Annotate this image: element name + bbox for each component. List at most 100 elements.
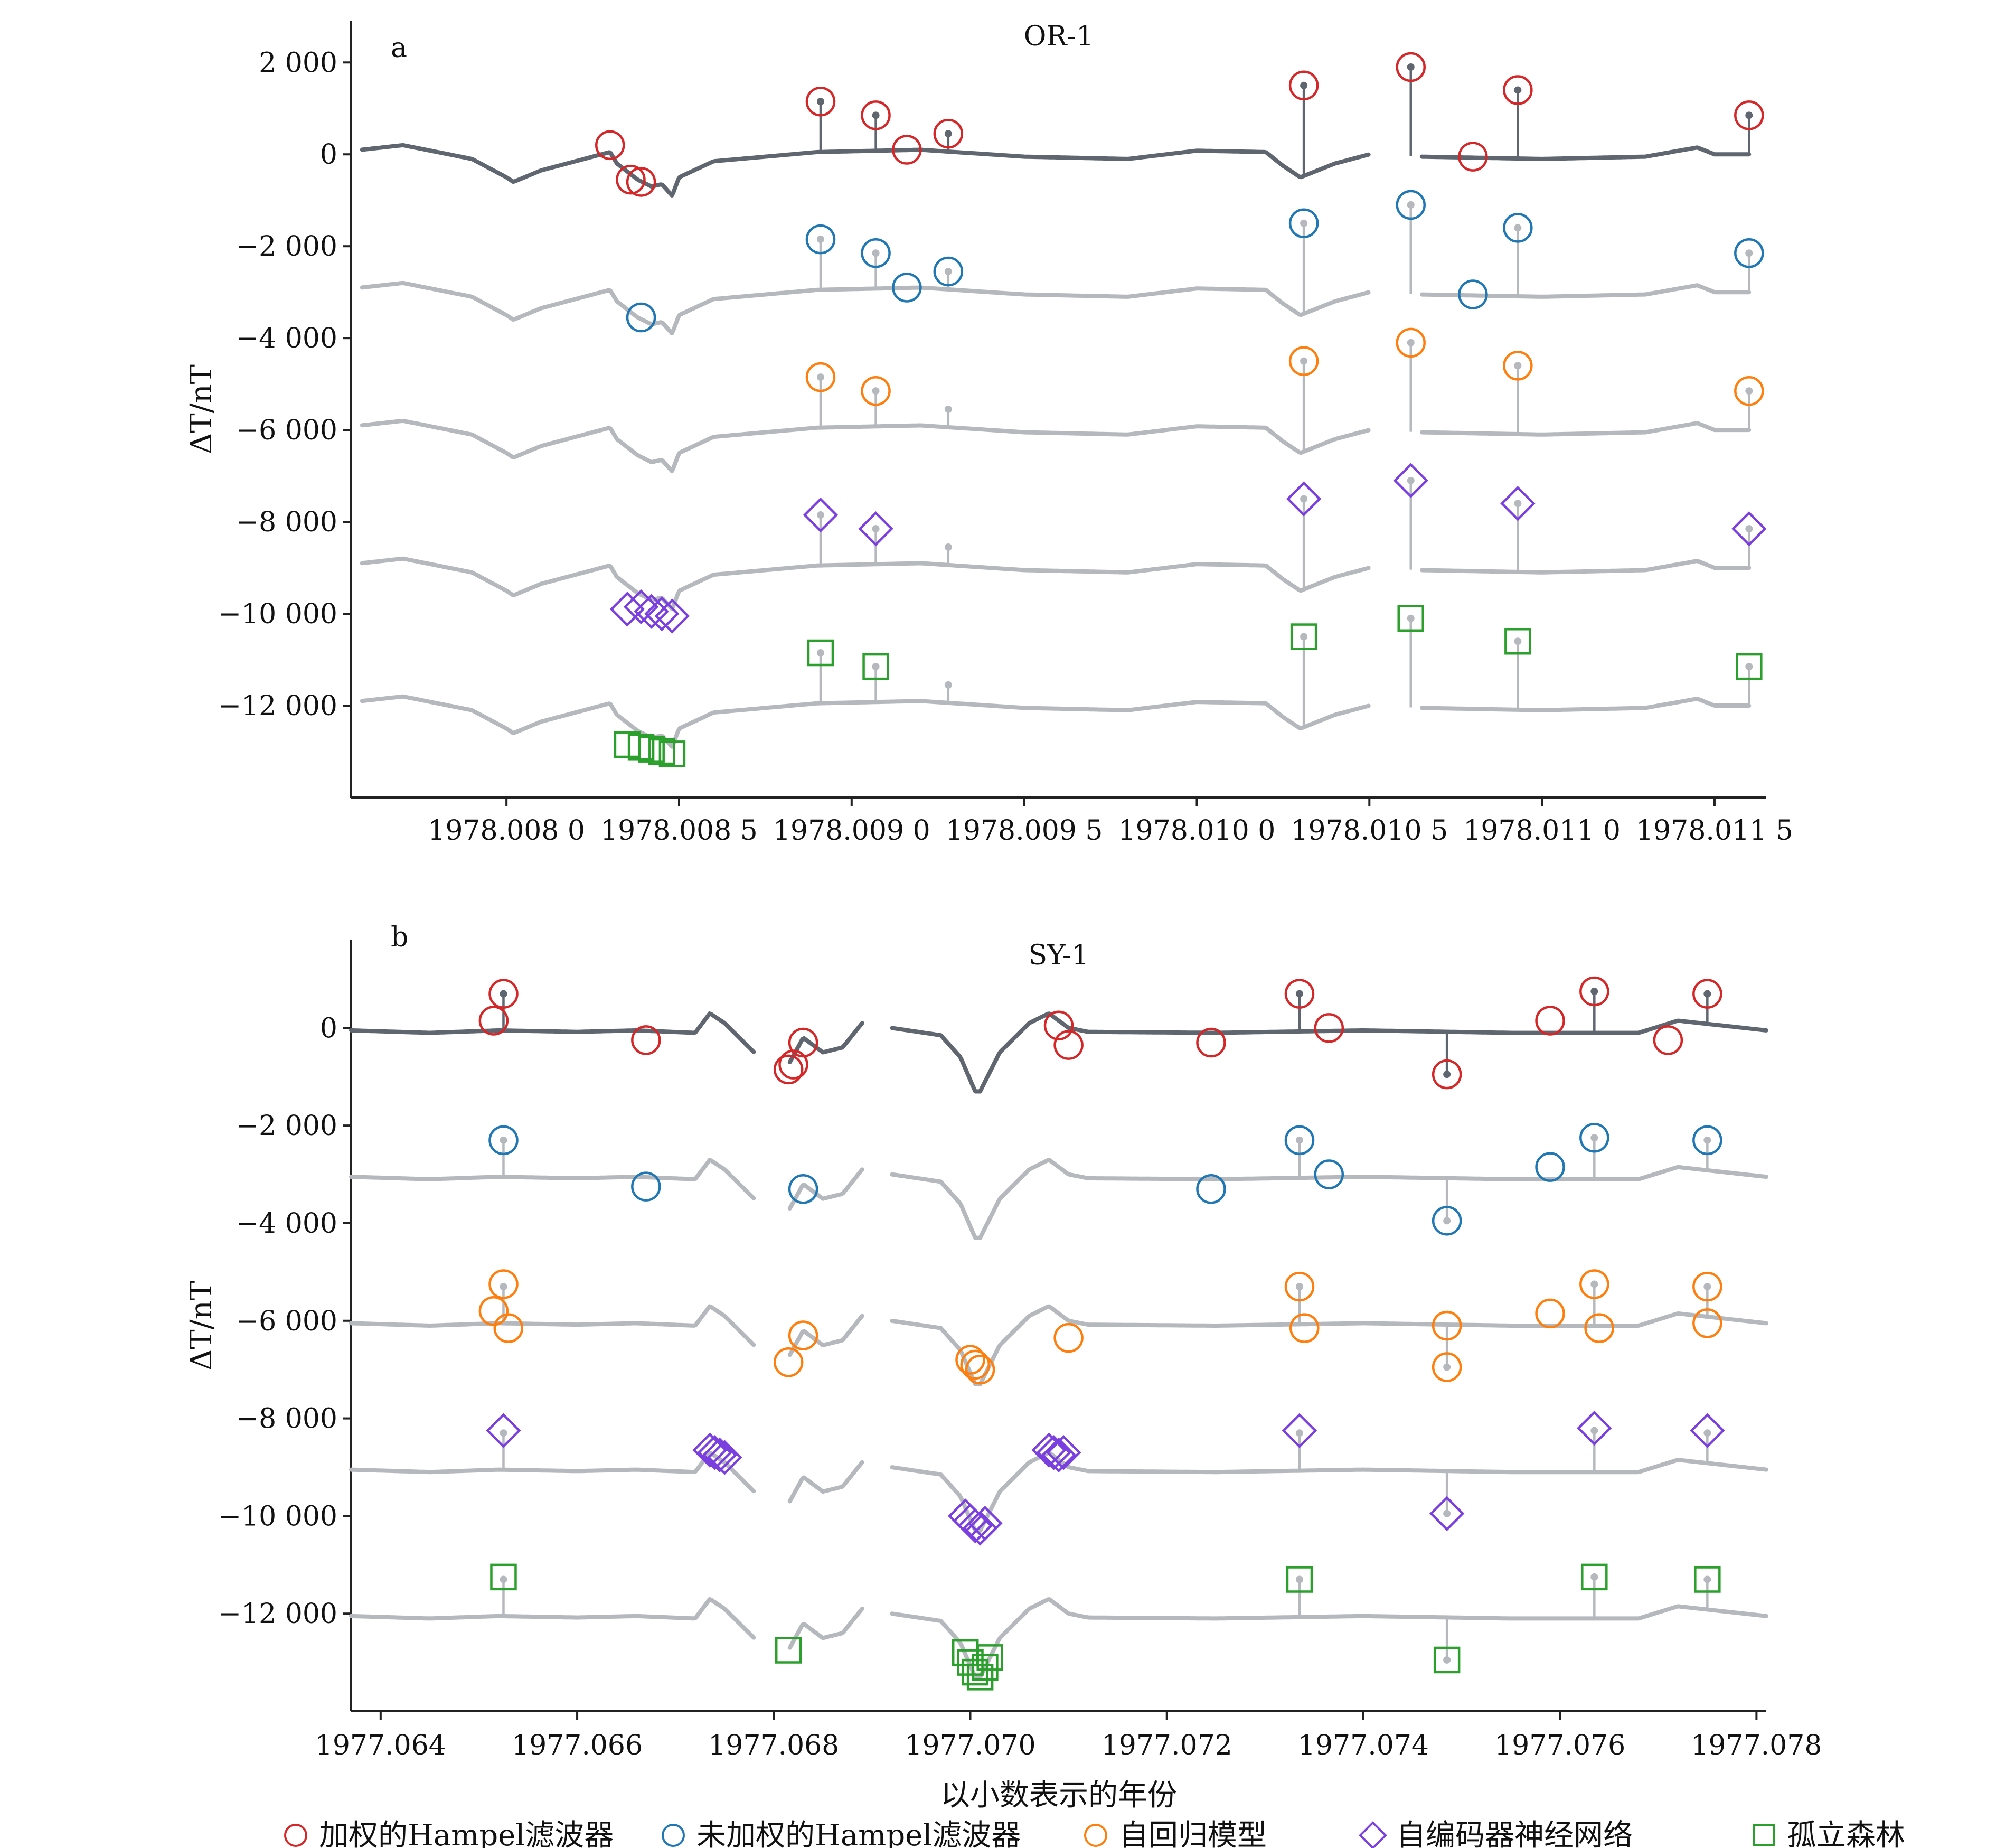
spike-point [1703,1575,1711,1583]
series-line [1419,697,1752,712]
detection-marker [1734,376,1764,406]
y-tick-label: −6 000 [236,1306,337,1337]
detection-marker [697,1435,732,1470]
spike-point [816,236,824,243]
spike-point [1295,1283,1303,1291]
spike-point [816,373,824,381]
spike-point [1300,633,1308,641]
x-tick-label: 1977.076 [1494,1730,1625,1761]
detection-marker [1731,511,1767,547]
legend-label: 自回归模型 [1119,1818,1267,1848]
panel-a-chart: 2 000 0 −2 000 −4 000 −6 000 −8 000 −10 000 −12… [184,21,1793,847]
legend-marker [662,1824,685,1847]
detections-0 [478,976,1722,1090]
spike-point [944,543,952,551]
y-axis-label: ΔT/nT [184,1281,219,1371]
spike-point [1443,1217,1451,1225]
detection-marker [1433,1646,1461,1674]
detection-marker [488,1125,519,1156]
series-0 [349,988,1768,1094]
x-tick-label: 1977.070 [905,1730,1035,1761]
detection-marker [1288,70,1319,101]
x-tick-label: 1978.010 5 [1291,815,1448,847]
series-line [787,1606,864,1650]
detection-marker [1429,1496,1465,1531]
series-line [360,418,1371,473]
detection-marker [614,731,641,758]
spike-point [1407,339,1415,346]
detection-marker [1041,1437,1077,1473]
panel-letter: b [391,922,408,953]
detection-marker [1535,1298,1565,1329]
series-2 [349,1280,1768,1386]
detection-marker [1432,1206,1462,1236]
spike-point [944,268,952,276]
detection-marker [972,1654,999,1681]
spike-point [1300,357,1308,365]
spike-point [1295,1575,1303,1583]
y-tick-label: −12 000 [218,1598,337,1630]
spike-point [500,1575,507,1583]
spike-point [1745,663,1753,671]
x-tick-label: 1977.072 [1101,1730,1232,1761]
y-tick-label: 0 [320,139,337,171]
detections-0 [595,52,1764,197]
detection-marker [1289,1313,1320,1343]
spike-point [1514,224,1522,232]
spike-point [1745,525,1753,533]
detection-marker [1535,1006,1565,1036]
detection-marker [658,740,686,767]
detection-marker [1046,1435,1081,1470]
detection-marker [1393,463,1428,499]
x-tick-label: 1978.008 0 [428,815,585,847]
detection-marker [892,135,922,165]
detections-4 [614,605,1763,767]
detection-marker [626,167,656,197]
spike-point [500,990,507,998]
detection-marker [805,362,836,392]
detection-marker [933,256,964,287]
detection-marker [1579,1269,1609,1299]
detection-marker [858,511,893,547]
spike-point [500,1136,507,1144]
chart-title: OR-1 [1024,21,1094,52]
spike-point [1745,387,1753,395]
detection-marker [1690,1413,1725,1448]
spike-point [1703,990,1711,998]
detection-marker [1288,346,1319,376]
detection-marker [1579,1122,1609,1153]
legend-item: 自回归模型 [1084,1818,1267,1848]
spike-point [944,681,952,689]
detection-marker [1432,1310,1462,1341]
series-line [1419,421,1752,437]
legend-item: 自编码器神经网络 [1359,1818,1633,1848]
detection-marker [788,1320,818,1350]
y-tick-label: −4 000 [236,323,337,354]
spike-point [1590,1427,1598,1434]
detection-marker [623,589,659,625]
series-4 [360,614,1753,749]
y-tick-label: −2 000 [236,1110,337,1142]
detection-marker [1036,1435,1071,1470]
spike-point [1590,1280,1598,1288]
y-tick-label: −2 000 [236,231,337,262]
y-tick-label: −10 000 [218,1500,337,1532]
y-tick-label: −6 000 [236,415,337,446]
spike-point [1514,86,1522,94]
y-tick-label: 0 [320,1012,337,1044]
detection-marker [1535,1152,1565,1182]
detection-marker [1432,1059,1462,1090]
series-line [360,280,1371,335]
detections-3 [486,1410,1725,1546]
legend: 加权的Hampel滤波器 未加权的Hampel滤波器 自回归模型 自编码器神经网络 孤立… [284,1818,1905,1848]
series-0 [360,63,1753,198]
spike-point [1300,219,1308,227]
series-line [787,1021,864,1064]
legend-marker [284,1824,307,1847]
spike-point [500,1283,507,1291]
detection-marker [1314,1159,1344,1189]
legend-label: 加权的Hampel滤波器 [319,1818,614,1848]
detection-marker [644,596,680,632]
spike-point [872,387,880,395]
series-line [890,1597,1768,1680]
